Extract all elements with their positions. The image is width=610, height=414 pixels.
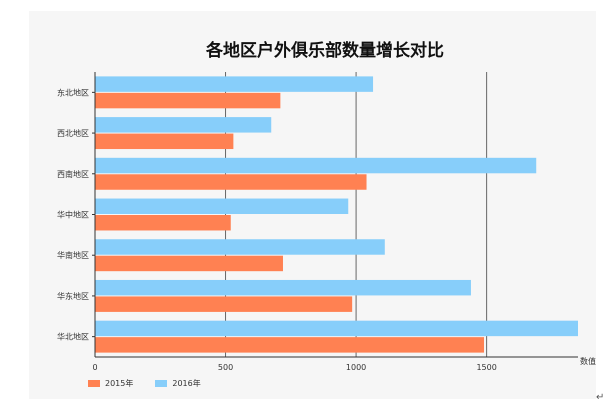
category-label-华东地区: 华东地区 xyxy=(57,291,89,301)
category-label-华南地区: 华南地区 xyxy=(57,250,89,260)
bar-2015-华东地区 xyxy=(95,296,353,312)
legend-item-2016[interactable]: 2016年 xyxy=(155,378,201,389)
x-tick-label-1500: 1500 xyxy=(476,363,496,372)
bar-2015-东北地区 xyxy=(95,92,281,109)
bar-2016-华南地区 xyxy=(95,239,385,255)
legend-swatch-2016 xyxy=(155,380,168,387)
category-label-西南地区: 西南地区 xyxy=(57,169,89,179)
bar-2016-华东地区 xyxy=(95,279,471,296)
category-label-东北地区: 东北地区 xyxy=(57,87,89,97)
bar-2016-华中地区 xyxy=(95,198,349,214)
bar-2016-东北地区 xyxy=(95,76,374,92)
axes: 0 500 1000 1500 数值 华北地区 华东地区 华南地区 华中地区 西南地区 西北地区 东北… xyxy=(57,72,596,372)
category-label-西北地区: 西北地区 xyxy=(57,128,89,138)
bars xyxy=(95,76,578,353)
x-tick-label-500: 500 xyxy=(218,363,233,372)
x-tick-label-1000: 1000 xyxy=(346,363,366,372)
legend: 2015年 2016年 xyxy=(88,378,201,389)
chart-title: 各地区户外俱乐部数量增长对比 xyxy=(206,41,444,61)
bar-2015-华中地区 xyxy=(95,215,231,231)
bar-2015-华南地区 xyxy=(95,255,283,272)
x-tick-label-0: 0 xyxy=(92,363,97,372)
legend-label-2016: 2016年 xyxy=(172,379,201,388)
category-label-华北地区: 华北地区 xyxy=(57,332,89,342)
bar-2015-西北地区 xyxy=(95,133,234,150)
legend-item-2015[interactable]: 2015年 xyxy=(88,378,133,389)
bar-2016-华北地区 xyxy=(95,320,578,337)
x-axis-label: 数值 xyxy=(580,356,596,366)
bar-2015-华北地区 xyxy=(95,337,485,353)
category-label-华中地区: 华中地区 xyxy=(57,210,89,220)
bar-2016-西南地区 xyxy=(95,157,537,174)
gridlines xyxy=(225,72,488,357)
legend-label-2015: 2015年 xyxy=(105,379,134,388)
bar-2016-西北地区 xyxy=(95,117,272,133)
legend-swatch-2015 xyxy=(88,380,100,387)
bar-2015-西南地区 xyxy=(95,174,367,190)
return-mark: ↵ xyxy=(596,392,605,403)
